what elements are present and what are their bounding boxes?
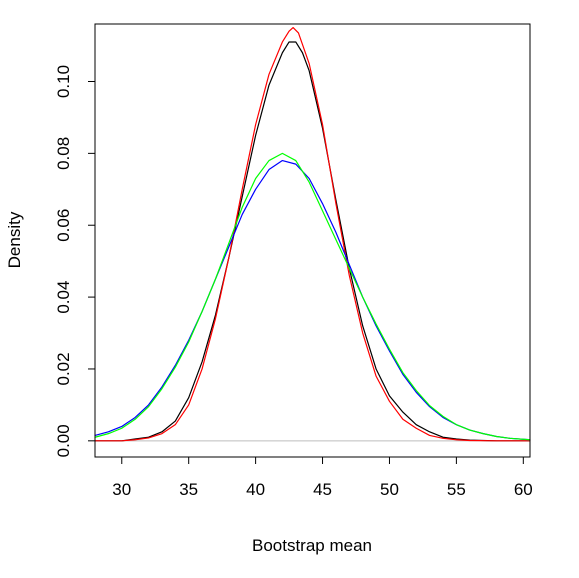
y-axis: 0.00 0.02 0.04 0.06 0.08 0.10 [54, 65, 96, 457]
x-tick-label: 60 [514, 480, 533, 499]
y-tick-label: 0.02 [54, 352, 73, 385]
x-tick-label: 35 [179, 480, 198, 499]
x-axis-title: Bootstrap mean [252, 536, 372, 555]
x-axis: 30 35 40 45 50 55 60 [112, 456, 533, 499]
x-tick-label: 30 [112, 480, 131, 499]
y-tick-label: 0.00 [54, 424, 73, 457]
x-tick-label: 55 [447, 480, 466, 499]
y-tick-label: 0.08 [54, 137, 73, 170]
y-tick-label: 0.04 [54, 281, 73, 314]
x-tick-label: 40 [246, 480, 265, 499]
series-layer [94, 26, 531, 442]
density-line-1 [94, 41, 531, 442]
y-axis-title: Density [5, 211, 24, 268]
density-line-2 [94, 26, 531, 442]
y-tick-label: 0.10 [54, 65, 73, 98]
x-tick-label: 50 [380, 480, 399, 499]
x-tick-label: 45 [313, 480, 332, 499]
density-line-4 [94, 152, 531, 441]
y-tick-label: 0.06 [54, 209, 73, 242]
